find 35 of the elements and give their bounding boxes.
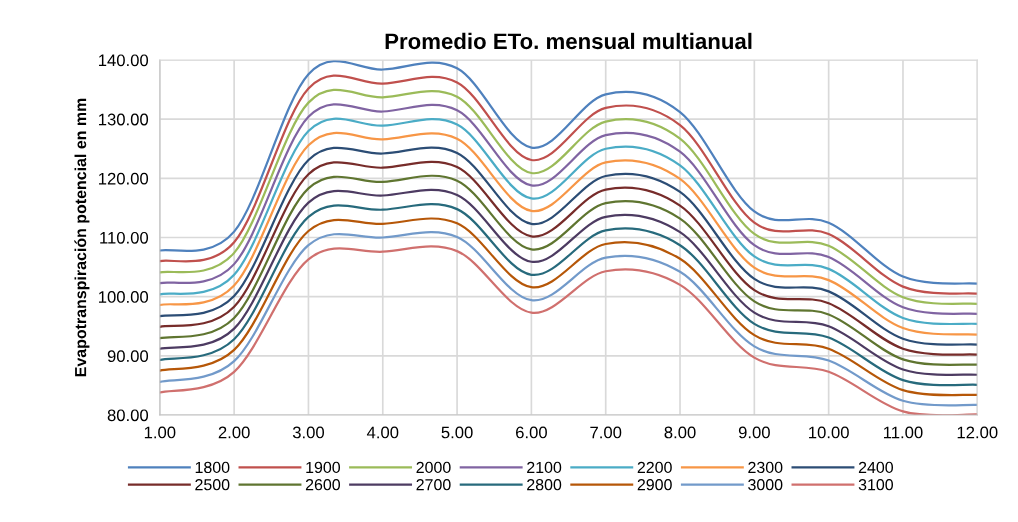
legend-label: 3100 <box>858 479 894 491</box>
x-tick-label: 11.00 <box>884 426 923 439</box>
x-tick-label: 2.00 <box>218 426 250 439</box>
chart-title: Promedio ETo. mensual multianual <box>385 32 752 50</box>
legend-label: 2100 <box>527 461 562 474</box>
x-tick-label: 6.00 <box>516 426 547 439</box>
x-tick-label: 5.00 <box>441 426 473 439</box>
x-tick-label: 3.00 <box>292 426 325 439</box>
y-tick-label: 140.00 <box>99 54 149 67</box>
y-tick-label: 110.00 <box>100 231 149 244</box>
y-tick-label: 120.00 <box>99 172 149 185</box>
legend-label: 2500 <box>195 479 230 491</box>
y-tick-label: 100.00 <box>99 291 149 303</box>
legend-label: 2900 <box>637 479 672 491</box>
legend-label: 1800 <box>195 461 230 474</box>
x-tick-label: 12.00 <box>957 426 998 439</box>
legend-label: 1900 <box>306 461 341 474</box>
y-tick-label: 90.00 <box>107 350 149 363</box>
x-tick-label: 1.00 <box>144 426 176 439</box>
legend-label: 2700 <box>416 479 451 491</box>
y-tick-label: 130.00 <box>99 113 149 126</box>
x-tick-label: 10.00 <box>809 426 849 439</box>
x-tick-label: 7.00 <box>590 426 622 439</box>
y-tick-label: 80.00 <box>107 409 149 422</box>
legend-label: 2400 <box>858 461 894 474</box>
y-axis-title: Evapotranspiración potencial en mm <box>74 98 90 377</box>
legend-label: 2800 <box>527 479 562 491</box>
legend-label: 3000 <box>748 479 783 491</box>
legend-label: 2200 <box>637 461 672 474</box>
x-tick-label: 9.00 <box>738 426 770 439</box>
x-tick-label: 4.00 <box>366 426 399 439</box>
legend-label: 2600 <box>305 479 341 491</box>
legend-label: 2300 <box>748 461 783 474</box>
legend-label: 2000 <box>416 461 451 474</box>
x-tick-label: 8.00 <box>664 426 696 439</box>
